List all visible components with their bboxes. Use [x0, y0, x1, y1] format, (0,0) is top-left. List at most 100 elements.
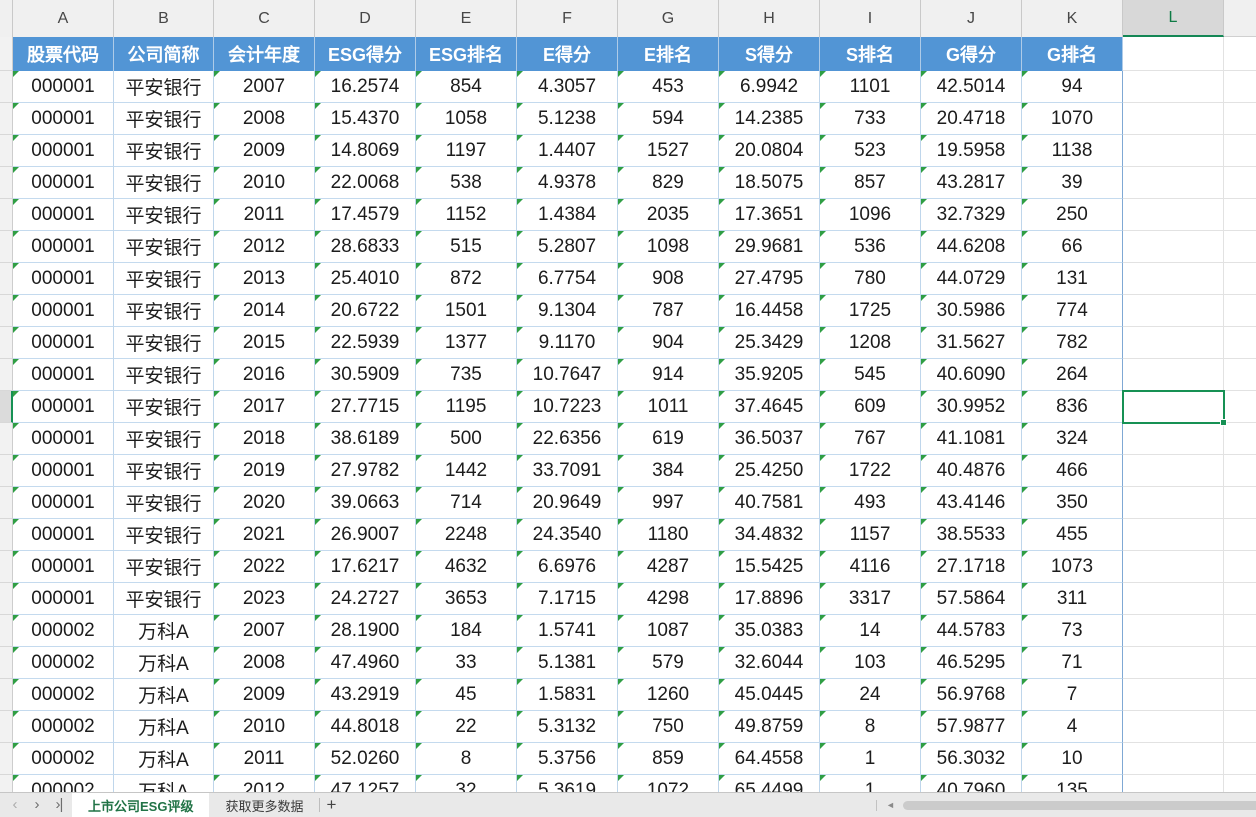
- cell[interactable]: 1.4407: [517, 135, 618, 167]
- cell[interactable]: 30.5986: [921, 295, 1022, 327]
- cell[interactable]: 43.2817: [921, 167, 1022, 199]
- cell[interactable]: 1098: [618, 231, 719, 263]
- column-header-G[interactable]: G: [618, 0, 719, 37]
- cell[interactable]: [1123, 775, 1224, 792]
- cell[interactable]: [1224, 775, 1256, 792]
- cell[interactable]: 22: [416, 711, 517, 743]
- horizontal-scrollbar-thumb[interactable]: [903, 801, 1256, 810]
- cell[interactable]: 2008: [214, 103, 315, 135]
- cell[interactable]: 000002: [13, 743, 114, 775]
- row-header-stub[interactable]: [0, 359, 13, 391]
- cell[interactable]: 908: [618, 263, 719, 295]
- row-header-stub[interactable]: [0, 199, 13, 231]
- row-header-stub[interactable]: [0, 103, 13, 135]
- cell[interactable]: 1527: [618, 135, 719, 167]
- cell[interactable]: 103: [820, 647, 921, 679]
- cell[interactable]: 579: [618, 647, 719, 679]
- cell[interactable]: 5.3756: [517, 743, 618, 775]
- cell[interactable]: 6.9942: [719, 71, 820, 103]
- cell[interactable]: 904: [618, 327, 719, 359]
- cell[interactable]: 平安银行: [114, 455, 214, 487]
- column-header-C[interactable]: C: [214, 0, 315, 37]
- cell[interactable]: 8: [416, 743, 517, 775]
- cell[interactable]: 平安银行: [114, 167, 214, 199]
- row-header-stub[interactable]: [0, 743, 13, 775]
- cell[interactable]: 466: [1022, 455, 1123, 487]
- cell[interactable]: [1224, 231, 1256, 263]
- cell[interactable]: 000001: [13, 135, 114, 167]
- cell[interactable]: 4.9378: [517, 167, 618, 199]
- cell[interactable]: [1123, 455, 1224, 487]
- cell[interactable]: 平安银行: [114, 487, 214, 519]
- cell[interactable]: 2023: [214, 583, 315, 615]
- cell[interactable]: 28.6833: [315, 231, 416, 263]
- cell[interactable]: 1058: [416, 103, 517, 135]
- header-cell[interactable]: S排名: [820, 37, 921, 71]
- cell[interactable]: 000001: [13, 199, 114, 231]
- cell[interactable]: 17.3651: [719, 199, 820, 231]
- cell[interactable]: 2010: [214, 711, 315, 743]
- cell[interactable]: 20.4718: [921, 103, 1022, 135]
- cell[interactable]: 2009: [214, 135, 315, 167]
- cell[interactable]: 56.3032: [921, 743, 1022, 775]
- sheet-tab-active[interactable]: 上市公司ESG评级: [72, 792, 210, 817]
- cell[interactable]: 135: [1022, 775, 1123, 792]
- cell[interactable]: [1224, 167, 1256, 199]
- fill-handle[interactable]: [1220, 419, 1227, 426]
- cell[interactable]: [1123, 615, 1224, 647]
- cell[interactable]: 8: [820, 711, 921, 743]
- cell[interactable]: [1123, 647, 1224, 679]
- cell[interactable]: 27.7715: [315, 391, 416, 423]
- cell[interactable]: 36.5037: [719, 423, 820, 455]
- cell[interactable]: 1.5741: [517, 615, 618, 647]
- cell[interactable]: 750: [618, 711, 719, 743]
- cell[interactable]: 1070: [1022, 103, 1123, 135]
- cell[interactable]: 3653: [416, 583, 517, 615]
- cell[interactable]: [1123, 167, 1224, 199]
- cell[interactable]: 2012: [214, 231, 315, 263]
- cell[interactable]: 18.5075: [719, 167, 820, 199]
- cell[interactable]: [1224, 551, 1256, 583]
- cell[interactable]: 000001: [13, 327, 114, 359]
- cell[interactable]: 24: [820, 679, 921, 711]
- cell[interactable]: 24.2727: [315, 583, 416, 615]
- cell[interactable]: 735: [416, 359, 517, 391]
- cell[interactable]: 32.7329: [921, 199, 1022, 231]
- cell[interactable]: 000002: [13, 711, 114, 743]
- cell[interactable]: [1224, 519, 1256, 551]
- cell[interactable]: 39: [1022, 167, 1123, 199]
- row-header-stub[interactable]: [0, 647, 13, 679]
- cell[interactable]: 71: [1022, 647, 1123, 679]
- cell[interactable]: 38.6189: [315, 423, 416, 455]
- cell[interactable]: 56.9768: [921, 679, 1022, 711]
- cell[interactable]: 10.7647: [517, 359, 618, 391]
- cell[interactable]: 1722: [820, 455, 921, 487]
- cell[interactable]: 万科A: [114, 775, 214, 792]
- cell[interactable]: 324: [1022, 423, 1123, 455]
- row-header-stub[interactable]: [0, 327, 13, 359]
- cell[interactable]: 平安银行: [114, 135, 214, 167]
- cell[interactable]: 493: [820, 487, 921, 519]
- cell[interactable]: 1197: [416, 135, 517, 167]
- cell[interactable]: 782: [1022, 327, 1123, 359]
- select-all-corner-stub[interactable]: [0, 0, 13, 37]
- header-cell[interactable]: E得分: [517, 37, 618, 71]
- row-header-stub[interactable]: [0, 167, 13, 199]
- cell[interactable]: 1152: [416, 199, 517, 231]
- cell[interactable]: 1442: [416, 455, 517, 487]
- cell[interactable]: 万科A: [114, 679, 214, 711]
- cell[interactable]: 64.4558: [719, 743, 820, 775]
- cell[interactable]: [1224, 135, 1256, 167]
- cell[interactable]: 10.7223: [517, 391, 618, 423]
- cell[interactable]: [1123, 103, 1224, 135]
- cell[interactable]: 000002: [13, 647, 114, 679]
- cell[interactable]: 14.8069: [315, 135, 416, 167]
- cell[interactable]: 平安银行: [114, 423, 214, 455]
- cell[interactable]: [1123, 37, 1224, 71]
- cell[interactable]: 40.4876: [921, 455, 1022, 487]
- cell[interactable]: 2008: [214, 647, 315, 679]
- cell[interactable]: 131: [1022, 263, 1123, 295]
- row-header-stub[interactable]: [0, 37, 13, 71]
- cell[interactable]: [1224, 199, 1256, 231]
- cell[interactable]: 平安银行: [114, 583, 214, 615]
